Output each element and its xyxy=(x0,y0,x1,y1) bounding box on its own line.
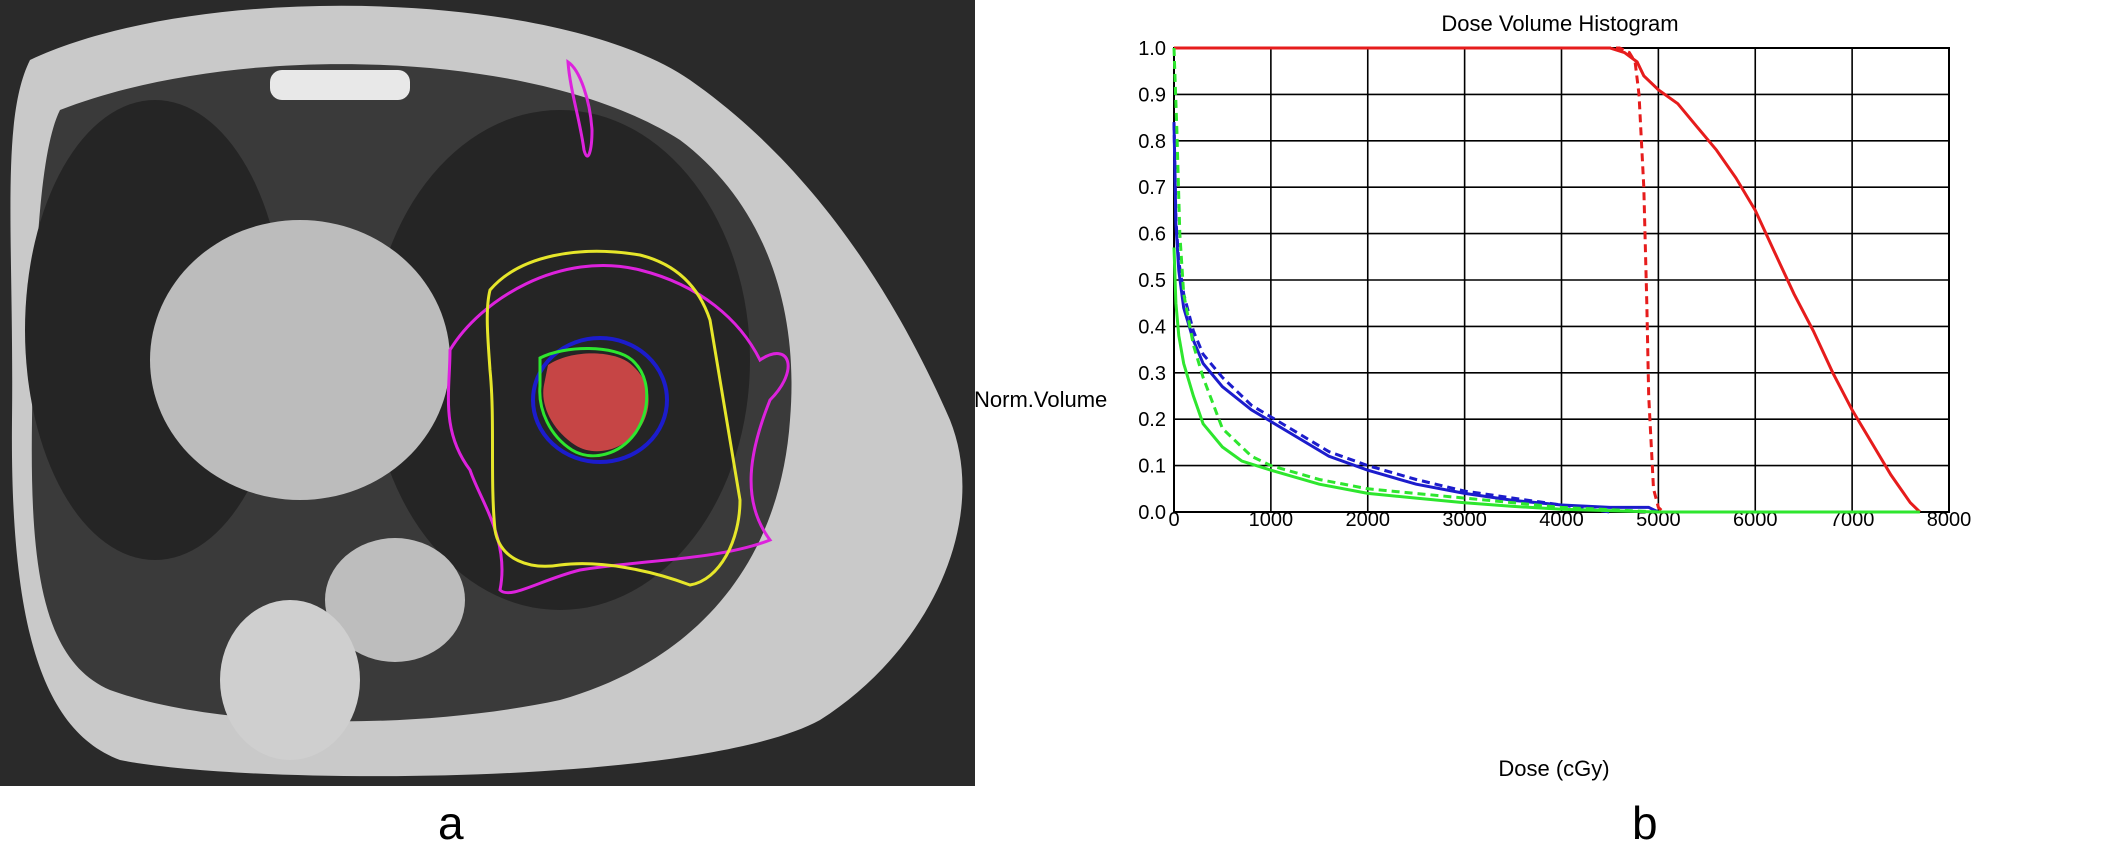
y-axis-label: Norm.Volume xyxy=(975,387,1107,412)
aorta xyxy=(325,538,465,662)
panel-label-a: a xyxy=(438,797,464,849)
x-tick-label: 8000 xyxy=(1927,509,1972,531)
y-tick-label: 0.9 xyxy=(1138,84,1166,106)
x-tick-label: 1000 xyxy=(1249,509,1294,531)
x-tick-label: 5000 xyxy=(1636,509,1681,531)
grid xyxy=(1173,47,1950,513)
chart-title: Dose Volume Histogram xyxy=(1441,11,1678,36)
x-tick-label: 0 xyxy=(1168,509,1179,531)
y-tick-label: 0.3 xyxy=(1138,363,1166,385)
y-tick-label: 1.0 xyxy=(1138,38,1166,60)
magenta-contour-chestwall xyxy=(566,59,594,158)
dvh-series-line-4 xyxy=(1172,122,1611,514)
dvh-chart: Dose Volume Histogram Norm.Volume Dose (… xyxy=(975,11,1971,781)
dvh-series-line-3 xyxy=(1172,122,1660,514)
dvh-series-line-6 xyxy=(1172,47,1920,514)
panel-label-b: b xyxy=(1632,797,1658,849)
magenta-contour xyxy=(446,264,790,595)
y-tick-label: 0.4 xyxy=(1138,316,1166,338)
x-tick-label: 4000 xyxy=(1539,509,1584,531)
dvh-series-line-5 xyxy=(1172,247,1920,514)
y-tick-label: 0.2 xyxy=(1138,409,1166,431)
y-tick-label: 0.8 xyxy=(1138,131,1166,153)
ptv-contour xyxy=(531,336,669,464)
y-tick-label: 0.0 xyxy=(1138,502,1166,524)
y-tick-label: 0.6 xyxy=(1138,224,1166,246)
y-tick-label: 0.1 xyxy=(1138,456,1166,478)
x-tick-label: 7000 xyxy=(1830,509,1875,531)
x-tick-label: 3000 xyxy=(1442,509,1487,531)
heart xyxy=(150,220,450,500)
gtv-contour xyxy=(538,347,649,458)
vertebra xyxy=(220,600,360,760)
dvh-series-line-1 xyxy=(1174,46,1921,514)
series-lines xyxy=(1172,46,1921,514)
y-tick-label: 0.7 xyxy=(1138,177,1166,199)
x-axis-label: Dose (cGy) xyxy=(1498,756,1609,781)
tick-labels: 0 1000 2000 3000 4000 5000 6000 7000 8000 0.0 0.1 0… xyxy=(1138,38,1971,531)
ct-scan-image xyxy=(0,0,975,786)
yellow-contour xyxy=(485,249,742,587)
sternum xyxy=(270,70,410,100)
y-tick-label: 0.5 xyxy=(1138,270,1166,292)
x-tick-label: 2000 xyxy=(1346,509,1391,531)
gtv-fill xyxy=(543,353,649,452)
x-tick-label: 6000 xyxy=(1733,509,1778,531)
dvh-series-line-2 xyxy=(1174,46,1678,514)
